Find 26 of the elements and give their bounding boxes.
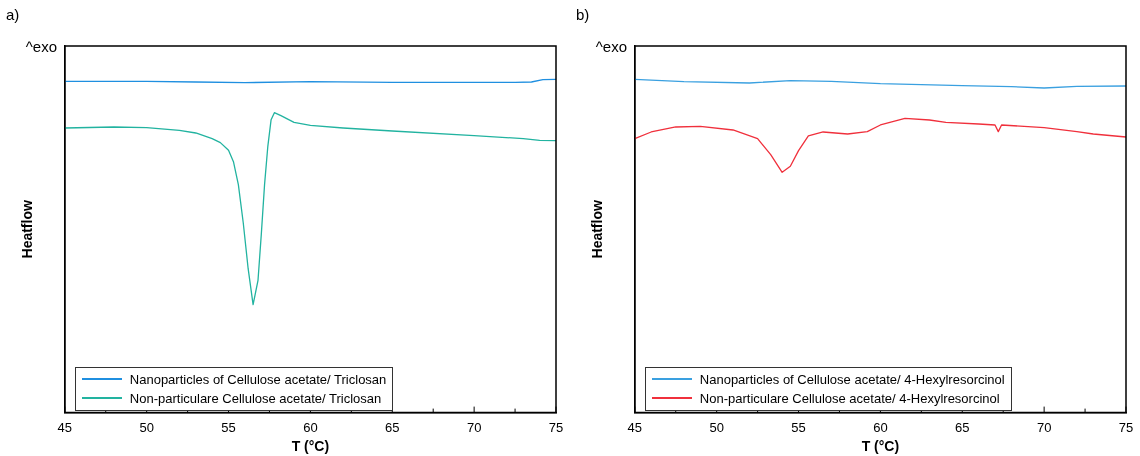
x-tick-label: 65	[955, 419, 970, 435]
text: ^exo	[595, 38, 628, 55]
chart-title: a)	[6, 6, 20, 23]
text: ^exo	[25, 38, 58, 55]
legend-label: Non-particulare Cellulose acetate/ Triclosan	[129, 390, 382, 406]
x-axis-title: T (°C)	[291, 438, 330, 455]
legend-label: Nanoparticles of Cellulose acetate/ 4-Hexylresorcinol	[699, 371, 1005, 387]
x-tick-label: 75	[1118, 419, 1134, 435]
x-axis-title: T (°C)	[861, 438, 900, 455]
x-tick-label: 55	[791, 419, 806, 435]
x-tick-label: 50	[139, 419, 154, 435]
x-tick-label: 75	[548, 419, 564, 435]
x-tick-label: 60	[303, 419, 318, 435]
y-axis-title: Heatflow	[589, 200, 606, 259]
x-tick-label: 60	[873, 419, 888, 435]
x-tick-label: 45	[57, 419, 73, 435]
chart-title: b)	[576, 6, 590, 23]
x-tick-label: 50	[709, 419, 724, 435]
x-tick-label: 70	[466, 419, 482, 435]
x-tick-label: 70	[1036, 419, 1052, 435]
x-tick-label: 45	[627, 419, 643, 435]
x-tick-label: 55	[221, 419, 236, 435]
legend-label: Non-particulare Cellulose acetate/ 4-Hexylresorcinol	[699, 390, 1000, 406]
x-tick-label: 65	[385, 419, 400, 435]
y-axis-title: Heatflow	[19, 200, 36, 259]
legend-label: Nanoparticles of Cellulose acetate/ Triclosan	[129, 371, 387, 387]
